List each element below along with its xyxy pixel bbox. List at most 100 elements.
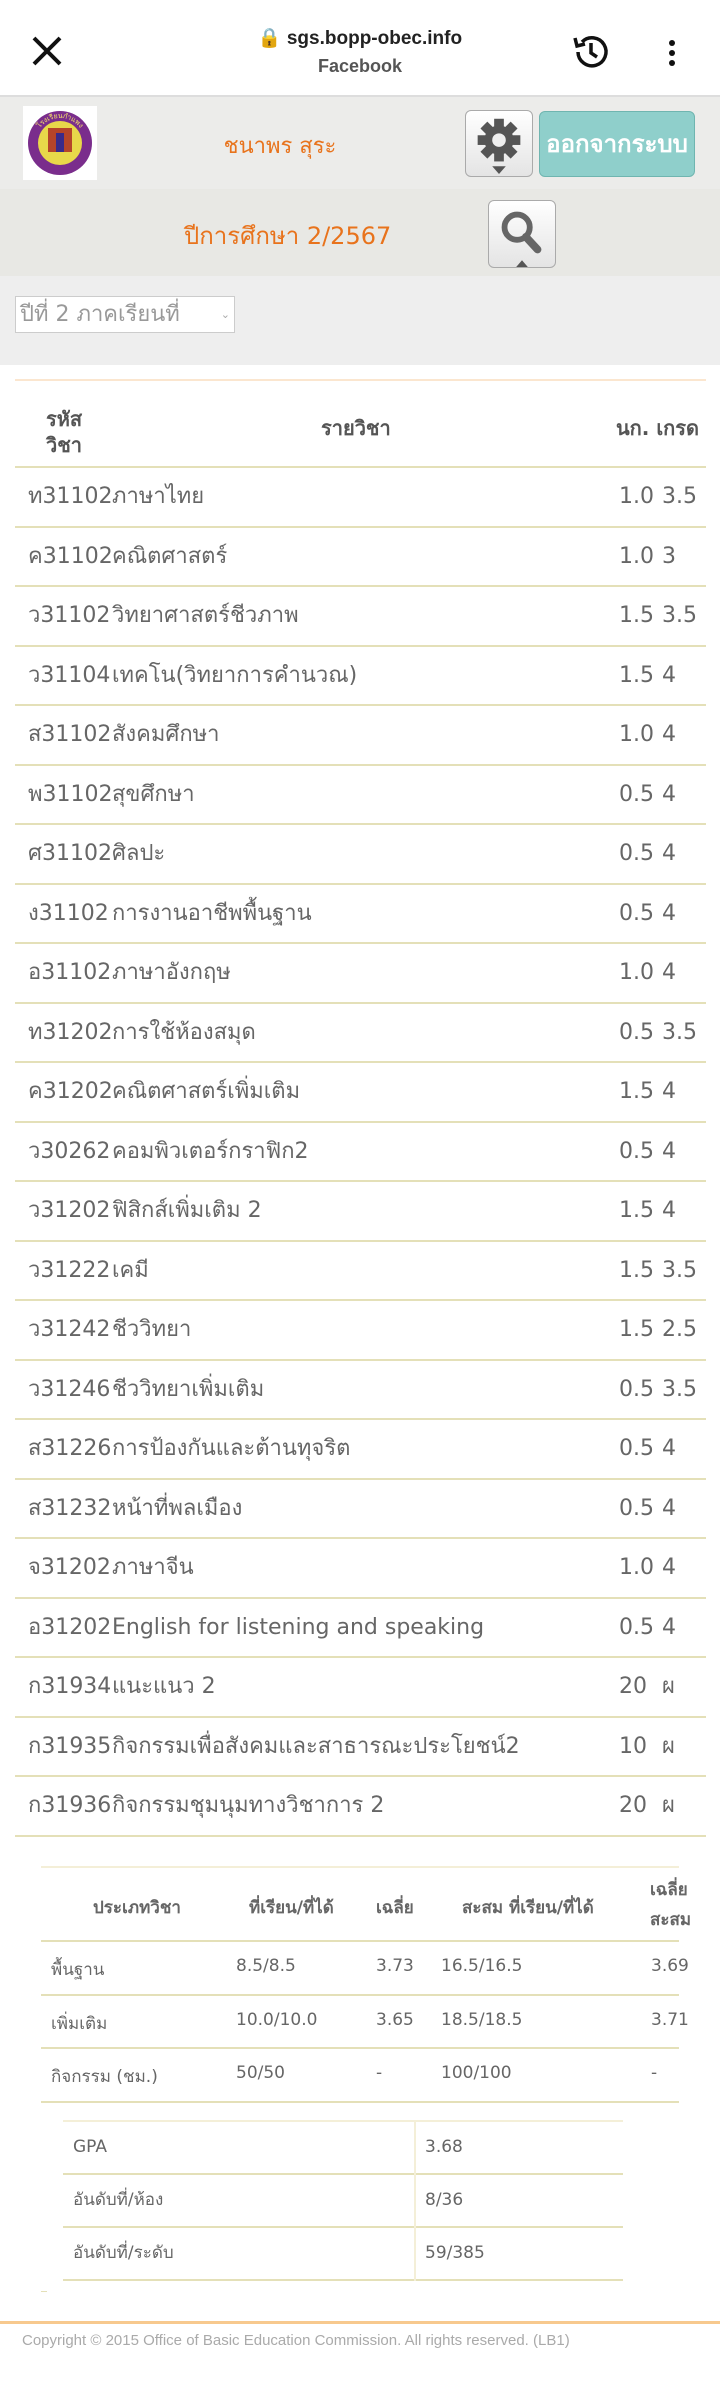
grade: ผ [662, 1674, 675, 1699]
summary-cum-taken: 100/100 [441, 2063, 512, 2083]
credit: 0.5 [619, 1614, 654, 1640]
table-row: ท31202 การใช้ห้องสมุด 0.5 3.5 [15, 1004, 706, 1063]
summary-header: ประเภทวิชา ที่เรียน/ที่ได้ เฉลี่ย สะสม ท… [41, 1866, 691, 1942]
table-row: ก31936 กิจกรรมชุมนุมทางวิชาการ 2 20 ผ [15, 1777, 706, 1837]
subject-code: ส31102 [28, 722, 112, 747]
grade: 4 [662, 900, 676, 926]
subject-code: พ31102 [28, 781, 113, 807]
gpa-label: อันดับที่/ระดับ [73, 2243, 174, 2263]
gpa-table: GPA 3.68 อันดับที่/ห้อง 8/36 อันดับที่/ระดับ… [63, 2120, 623, 2281]
summary-avg: 3.65 [376, 2009, 414, 2030]
school-logo: โรงเรียนกำแพง [23, 106, 97, 180]
history-icon[interactable] [570, 31, 612, 73]
summary-cum-taken: 16.5/16.5 [441, 1956, 523, 1976]
grade: 4 [662, 1614, 676, 1640]
semester-select-value: ปีที่ 2 ภาคเรียนที่ [20, 302, 180, 327]
summary-header-avg: เฉลี่ย [376, 1898, 414, 1918]
close-icon[interactable] [28, 32, 66, 70]
summary-avg: - [376, 2063, 383, 2083]
subject-name: กิจกรรมเพื่อสังคมและสาธารณะประโยชน์2 [112, 1733, 520, 1759]
subject-code: ว31202 [28, 1198, 111, 1223]
credit: 0.5 [619, 841, 654, 866]
grade: 4 [662, 1436, 676, 1461]
table-row: ว31246 ชีววิทยาเพิ่มเติม 0.5 3.5 [15, 1361, 706, 1420]
more-options-icon[interactable] [664, 38, 680, 68]
grade: 4 [662, 662, 676, 688]
table-row: จ31202 ภาษาจีน 1.0 4 [15, 1539, 706, 1599]
summary-row: กิจกรรม (ชม.) 50/50 - 100/100 - [41, 2049, 679, 2103]
grade: 4 [662, 1555, 676, 1580]
subject-code: ก31935 [28, 1733, 112, 1759]
credit: 0.5 [619, 900, 654, 926]
academic-year: ปีการศึกษา 2/2567 [184, 222, 392, 250]
summary-row: พื้นฐาน 8.5/8.5 3.73 16.5/16.5 3.69 [41, 1942, 689, 1996]
summary-type: พื้นฐาน [51, 1960, 105, 1980]
subject-code: ก31934 [28, 1674, 112, 1699]
summary-type: กิจกรรม (ชม.) [51, 2067, 158, 2087]
summary-cum-avg: - [651, 2063, 658, 2083]
summary-header-cum-avg-2: สะสม [650, 1910, 692, 1930]
grade: 4 [662, 722, 676, 747]
subject-name: คณิตศาสตร์เพิ่มเติม [112, 1079, 301, 1104]
subject-name: กิจกรรมชุมนุมทางวิชาการ 2 [112, 1793, 385, 1818]
search-button[interactable] [488, 200, 556, 268]
subject-name: เคมี [112, 1257, 149, 1283]
subject-code: ว30262 [28, 1138, 111, 1164]
grade: 2.5 [662, 1317, 697, 1342]
subject-name: การป้องกันและต้านทุจริต [112, 1436, 351, 1461]
summary-cum-taken: 18.5/18.5 [441, 2009, 523, 2030]
table-row: ว30262 คอมพิวเตอร์กราฟิก2 0.5 4 [15, 1123, 706, 1182]
table-row: ว31104 เทคโน(วิทยาการคำนวณ) 1.5 4 [15, 647, 706, 706]
semester-select[interactable]: ปีที่ 2 ภาคเรียนที่ ⌄ [15, 296, 235, 333]
subject-name: ภาษาไทย [112, 484, 205, 509]
subject-name: คอมพิวเตอร์กราฟิก2 [112, 1138, 309, 1164]
summary-cum-avg: 3.71 [651, 2009, 689, 2030]
url-text: sgs.bopp-obec.info [286, 28, 463, 49]
footer-divider [0, 2321, 720, 2324]
table-row: ค31102 คณิตศาสตร์ 1.0 3 [15, 528, 706, 587]
subject-name: แนะแนว 2 [112, 1674, 216, 1699]
subject-code: ว31104 [28, 662, 111, 688]
credit: 1.5 [619, 1198, 654, 1223]
grade: 3 [662, 543, 676, 569]
summary-header-taken: ที่เรียน/ที่ได้ [249, 1898, 334, 1918]
table-row: ส31226 การป้องกันและต้านทุจริต 0.5 4 [15, 1420, 706, 1480]
summary-taken: 8.5/8.5 [236, 1956, 296, 1976]
summary-cum-avg: 3.69 [651, 1956, 689, 1976]
logout-button[interactable]: ออกจากระบบ [539, 111, 695, 177]
copyright: Copyright © 2015 Office of Basic Educati… [22, 2332, 570, 2349]
url-display[interactable]: 🔒 sgs.bopp-obec.info [0, 26, 720, 50]
subject-code: อ31202 [28, 1614, 112, 1640]
summary-header-type: ประเภทวิชา [93, 1898, 181, 1918]
grades-table-header: รหัส วิชา รายวิชา นก. เกรด [15, 379, 706, 468]
header-code-line2: วิชา [46, 433, 83, 457]
subject-name: เทคโน(วิทยาการคำนวณ) [112, 662, 358, 688]
subject-code: จ31202 [28, 1555, 111, 1580]
subject-code: อ31102 [28, 960, 112, 985]
subject-code: ก31936 [28, 1793, 112, 1818]
subject-name: ภาษาอังกฤษ [112, 960, 231, 985]
subject-name: การงานอาชีพพื้นฐาน [112, 900, 312, 926]
credit: 20 [619, 1674, 647, 1699]
credit: 1.5 [619, 603, 654, 628]
summary-type: เพิ่มเติม [51, 2013, 108, 2034]
credit: 1.5 [619, 662, 654, 688]
subject-name: การใช้ห้องสมุด [112, 1019, 256, 1045]
credit: 10 [619, 1733, 647, 1759]
table-row: ท31102 ภาษาไทย 1.0 3.5 [15, 468, 706, 528]
gpa-row: อันดับที่/ระดับ 59/385 [63, 2228, 623, 2281]
settings-button[interactable] [465, 110, 533, 177]
search-icon [501, 211, 542, 267]
table-row: อ31202 English for listening and speaking… [15, 1599, 706, 1658]
summary-taken: 10.0/10.0 [236, 2009, 318, 2030]
table-row: ก31935 กิจกรรมเพื่อสังคมและสาธารณะประโยชน… [15, 1718, 706, 1777]
table-row: ส31232 หน้าที่พลเมือง 0.5 4 [15, 1480, 706, 1539]
subject-name: English for listening and speaking [112, 1614, 485, 1640]
credit: 1.0 [619, 1555, 654, 1580]
subject-name: ชีววิทยา [112, 1317, 192, 1342]
browser-subtitle: Facebook [317, 56, 403, 76]
gpa-divider [414, 2122, 416, 2281]
subject-code: ว31246 [28, 1376, 111, 1402]
student-name: ชนาพร สุระ [223, 134, 337, 159]
credit: 1.0 [619, 722, 654, 747]
